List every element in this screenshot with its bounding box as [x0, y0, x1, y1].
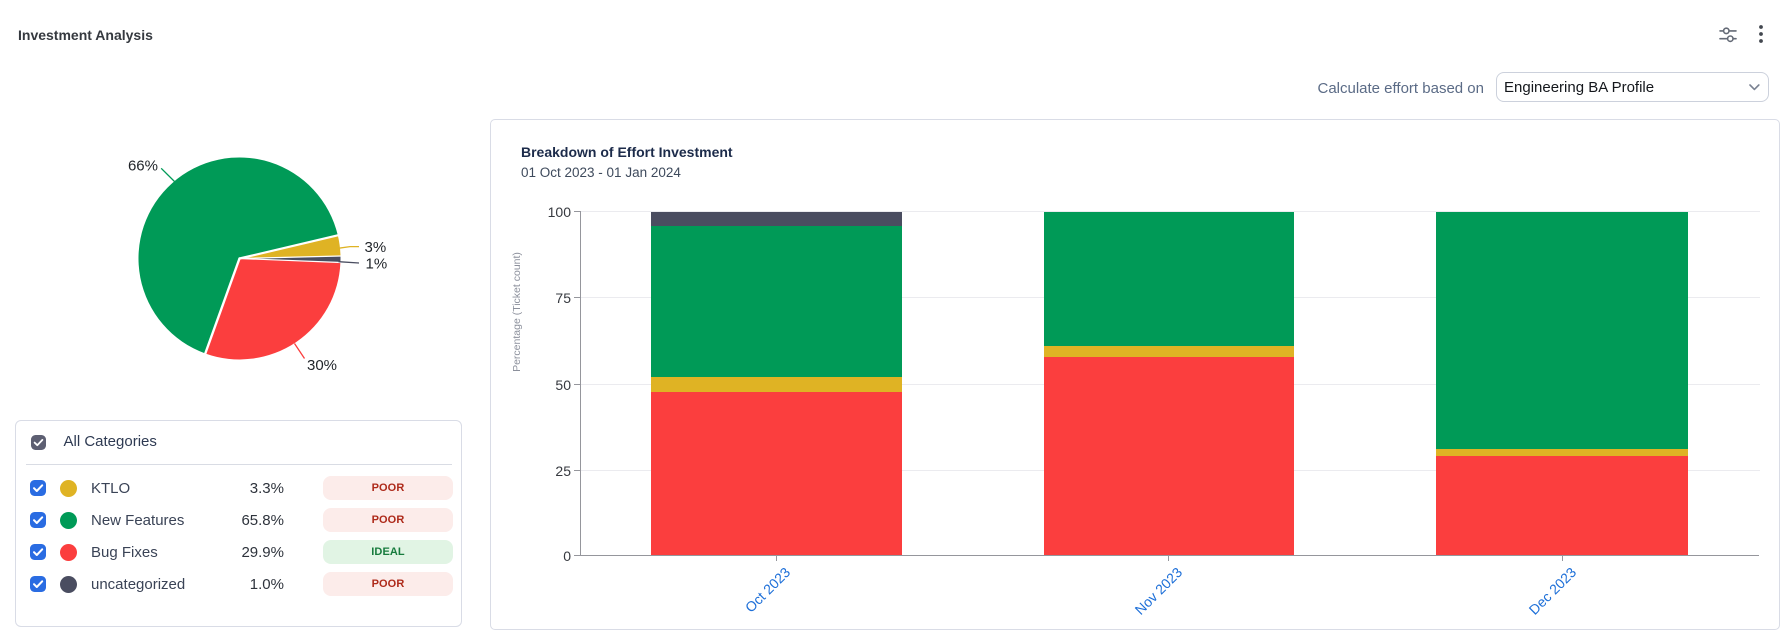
svg-text:30%: 30%: [307, 357, 337, 374]
svg-text:3%: 3%: [365, 239, 387, 256]
svg-text:1%: 1%: [366, 256, 388, 273]
svg-text:66%: 66%: [128, 158, 158, 175]
